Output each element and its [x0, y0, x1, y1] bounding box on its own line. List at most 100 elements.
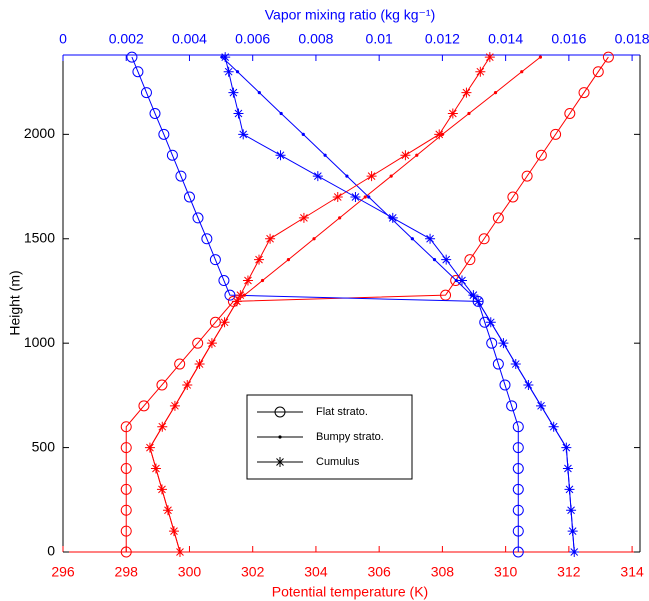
x-tick-label: 310	[494, 564, 518, 580]
marker-star	[566, 505, 577, 516]
marker-circle	[512, 442, 524, 454]
marker-star	[233, 108, 244, 119]
marker-circle	[183, 191, 195, 203]
marker-star	[157, 421, 168, 432]
marker-dot	[410, 237, 414, 241]
marker-circle	[120, 546, 132, 558]
marker-star	[562, 463, 573, 474]
marker-dot	[538, 55, 543, 59]
marker-star	[220, 52, 231, 63]
x-tick-label: 306	[367, 564, 391, 580]
marker-dot	[260, 278, 265, 283]
marker-circle	[156, 379, 168, 391]
marker-circle	[175, 170, 187, 182]
marker-star	[548, 421, 559, 432]
x-tick-label: 304	[304, 564, 328, 580]
marker-dot	[520, 70, 524, 74]
marker-circle	[512, 546, 524, 558]
marker-circle	[120, 483, 132, 495]
marker-dot	[363, 195, 367, 199]
marker-circle	[120, 442, 132, 454]
marker-circle	[512, 421, 524, 433]
marker-circle	[120, 462, 132, 474]
marker-circle	[506, 400, 518, 412]
x-tick-label: 308	[431, 564, 455, 580]
x-axis-title: Potential temperature (K)	[272, 584, 428, 600]
x2-tick-label: 0	[59, 31, 67, 47]
marker-star	[169, 400, 180, 411]
marker-dot	[323, 153, 327, 157]
marker-circle	[174, 358, 186, 370]
marker-dot	[257, 90, 261, 95]
y-tick-label: 1000	[24, 334, 55, 350]
marker-dot	[235, 70, 240, 74]
x-tick-label: 302	[241, 564, 265, 580]
marker-star	[182, 379, 193, 390]
marker-circle	[512, 525, 524, 537]
marker-circle	[512, 462, 524, 474]
marker-star	[387, 212, 398, 223]
marker-circle	[140, 87, 152, 99]
marker-star	[567, 526, 578, 537]
x2-tick-label: 0.016	[551, 31, 586, 47]
marker-circle	[274, 406, 286, 418]
marker-star	[536, 400, 547, 411]
x-tick-label: 312	[557, 564, 581, 580]
x2-tick-label: 0.004	[172, 31, 207, 47]
marker-dot	[415, 153, 419, 157]
marker-dot	[286, 258, 291, 262]
marker-circle	[120, 525, 132, 537]
marker-star	[206, 338, 217, 349]
x2-tick-label: 0.012	[425, 31, 460, 47]
marker-star	[400, 150, 411, 161]
marker-circle	[209, 254, 221, 266]
marker-dot	[279, 111, 283, 116]
marker-circle	[192, 212, 204, 224]
marker-circle	[120, 504, 132, 516]
marker-circle	[149, 107, 161, 119]
marker-star	[194, 359, 205, 370]
legend: Flat strato. Bumpy strato. Cumulus	[246, 394, 413, 480]
marker-circle	[492, 358, 504, 370]
marker-circle	[201, 233, 213, 245]
marker-circle	[192, 337, 204, 349]
marker-star	[484, 52, 495, 63]
marker-star	[242, 275, 253, 286]
profile-line	[149, 56, 491, 553]
marker-star	[434, 129, 445, 140]
marker-star	[174, 547, 185, 557]
marker-circle	[166, 149, 178, 161]
x2-tick-label: 0.018	[615, 31, 649, 47]
y-tick-label: 1500	[24, 229, 55, 245]
marker-star	[144, 442, 155, 453]
marker-circle	[478, 233, 490, 245]
marker-star	[447, 108, 458, 119]
y-tick-label: 500	[32, 438, 56, 454]
marker-circle	[512, 504, 524, 516]
x2-tick-label: 0.008	[298, 31, 333, 47]
marker-dot	[467, 111, 471, 116]
marker-circle	[158, 128, 170, 140]
legend-label: Flat strato.	[316, 406, 368, 418]
marker-star	[298, 212, 309, 223]
marker-star	[498, 338, 509, 349]
marker-dot	[389, 174, 393, 178]
marker-circle	[592, 66, 604, 78]
marker-star	[228, 87, 239, 98]
x2-axis-title: Vapor mixing ratio (kg kg⁻¹)	[265, 7, 436, 23]
x2-tick-label: 0.014	[488, 31, 523, 47]
marker-star	[569, 547, 580, 557]
marker-circle	[521, 170, 533, 182]
marker-star	[275, 457, 285, 467]
marker-star	[468, 290, 479, 301]
marker-circle	[564, 107, 576, 119]
marker-dot	[312, 237, 316, 241]
legend-label: Cumulus	[316, 456, 360, 468]
x-tick-label: 300	[178, 564, 202, 580]
marker-dot	[278, 435, 282, 439]
marker-star	[461, 87, 472, 98]
marker-star	[254, 254, 265, 265]
marker-star	[275, 150, 286, 161]
marker-star	[312, 171, 323, 182]
